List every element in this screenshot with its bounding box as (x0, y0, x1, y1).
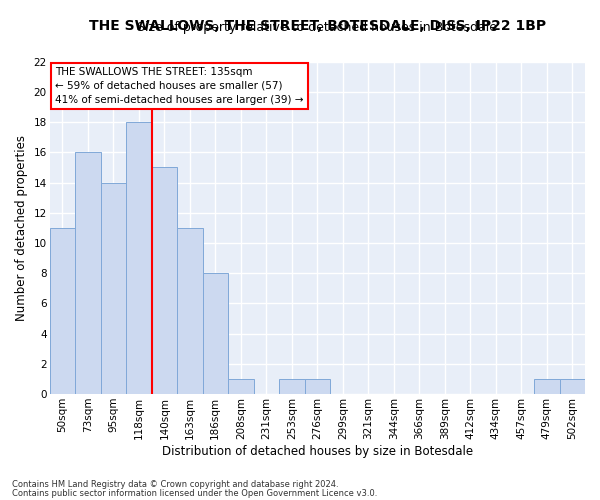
Bar (75, 152, 101, 394)
Bar (50, 228, 75, 394)
Bar (152, 168, 177, 394)
Bar (177, 228, 203, 394)
Text: THE SWALLOWS THE STREET: 135sqm
← 59% of detached houses are smaller (57)
41% of: THE SWALLOWS THE STREET: 135sqm ← 59% of… (55, 66, 304, 104)
Bar (560, 379, 585, 394)
Title: Size of property relative to detached houses in Botesdale: Size of property relative to detached ho… (137, 21, 497, 34)
Text: Contains HM Land Registry data © Crown copyright and database right 2024.: Contains HM Land Registry data © Crown c… (12, 480, 338, 489)
Bar (101, 182, 126, 394)
Y-axis label: Number of detached properties: Number of detached properties (15, 135, 28, 321)
Bar (534, 379, 560, 394)
Bar (203, 273, 228, 394)
Text: THE SWALLOWS, THE STREET, BOTESDALE, DISS, IP22 1BP: THE SWALLOWS, THE STREET, BOTESDALE, DIS… (89, 20, 546, 34)
X-axis label: Distribution of detached houses by size in Botesdale: Distribution of detached houses by size … (162, 444, 473, 458)
Text: Contains public sector information licensed under the Open Government Licence v3: Contains public sector information licen… (12, 489, 377, 498)
Bar (279, 379, 305, 394)
Bar (228, 379, 254, 394)
Bar (126, 122, 152, 394)
Bar (305, 379, 330, 394)
